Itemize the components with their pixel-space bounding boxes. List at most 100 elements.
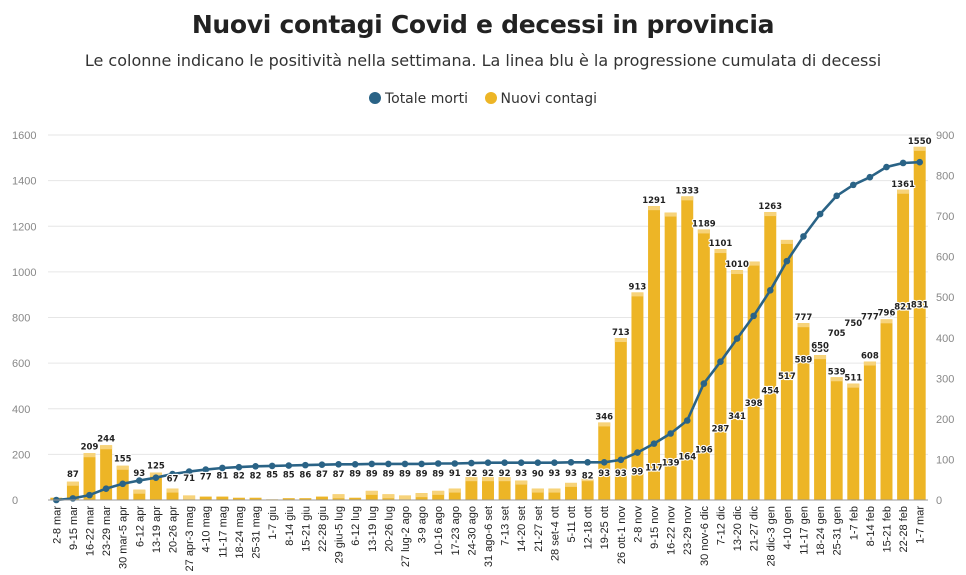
legend-item-totale-morti[interactable]: Totale morti [368,91,468,107]
legend: Totale morti Nuovi contagi [0,91,966,107]
bar-top [731,270,744,275]
line-data-label: 705 [828,329,846,339]
bar-top [83,453,96,458]
line-data-label: 196 [695,445,713,455]
bar [631,292,644,500]
line-data-label: 67 [167,475,179,485]
line-data-label: 398 [745,399,763,409]
bar [581,477,594,500]
bar [648,206,661,501]
x-tick-label: 25-31 gen [832,506,844,556]
x-tick-label: 22-28 feb [898,506,910,552]
bar-top [664,212,677,217]
bar-top [863,361,876,366]
x-tick-label: 18-24 mag [234,506,246,559]
deaths-point [899,159,907,167]
bar [880,319,893,500]
bar-top [598,422,611,427]
deaths-point [700,380,708,387]
deaths-point [401,460,409,468]
y-right-tick-label: 700 [936,211,954,223]
line-data-label: 93 [548,469,560,479]
chart-title: Nuovi contagi Covid e decessi in provinc… [191,10,775,39]
deaths-point [219,464,226,472]
bar-data-label: 511 [844,374,862,384]
bar-top [814,355,827,360]
x-tick-label: 10-16 ago [433,506,445,556]
x-tick-label: 7-13 set [500,506,512,546]
line-data-label: 93 [565,469,577,479]
deaths-point [916,158,923,166]
deaths-point [650,440,658,447]
bar-top [581,477,594,482]
bar-data-label: 1550 [908,137,932,147]
deaths-point [385,460,392,468]
x-tick-label: 24-30 ago [466,506,478,556]
x-tick-label: 13-20 dic [732,506,744,552]
line-data-label: 831 [911,300,929,310]
y-right-tick-label: 500 [936,292,954,304]
bar-top [565,482,577,487]
deaths-point [335,461,342,468]
deaths-point [302,461,309,469]
bar [830,377,843,500]
bar-top [133,489,146,494]
deaths-point [733,335,741,342]
line-data-label: 82 [582,471,594,481]
deaths-point [152,474,160,481]
bar [448,488,461,500]
line-data-label: 93 [133,469,145,479]
line-data-label: 287 [712,425,730,435]
axis-layer: 0 200 400 600 800 1000 1200 1400 1600 0 100 200 300 4… [12,130,954,571]
bar-top [448,488,461,493]
bar [515,480,528,500]
deaths-point [202,466,210,473]
line-data-label: 91 [449,469,461,479]
labels-layer: 3467139131291133311891101101012637776365… [66,136,933,486]
bar [498,477,511,500]
line-data-label: 93 [515,469,527,479]
x-tick-label: 27 apr-3 mag [184,506,196,571]
deaths-point [169,470,176,478]
line-data-label: 589 [795,356,813,366]
line-data-label: 796 [878,308,896,318]
bar-data-label: 1189 [692,219,716,229]
bar [83,453,96,500]
y-right-tick-label: 200 [936,414,954,426]
x-tick-label: 21-27 dic [749,506,761,552]
bar-top [432,490,445,495]
legend-label-nuovi-contagi: Nuovi contagi [500,91,598,107]
bar-top [482,477,494,482]
bar [531,488,544,500]
x-tick-label: 13-19 apr [151,506,163,553]
y-right-tick-label: 900 [936,130,954,142]
x-tick-label: 11-17 mag [217,506,229,558]
y-right-tick-label: 600 [936,252,954,264]
x-tick-label: 1-7 giu [267,506,279,540]
line-data-label: 81 [216,472,228,482]
line-data-label: 750 [844,319,862,329]
bar-data-label: 1361 [891,180,915,190]
deaths-point [368,460,376,468]
line-data-label: 99 [632,467,644,477]
bar-top [697,229,710,234]
bar [565,482,577,500]
x-tick-label: 14-20 set [516,506,528,552]
bar [282,498,295,500]
bar-top [714,249,727,254]
line-data-label: 71 [183,474,195,484]
deaths-point [102,485,110,492]
line-data-label: 82 [250,471,262,481]
bar-top [415,493,428,498]
bar [149,472,162,500]
x-tick-label: 21-27 set [533,506,545,552]
bar-top [116,465,129,470]
bar [897,189,910,500]
deaths-point [136,477,143,484]
bar [465,477,478,500]
line-data-label: 821 [894,303,912,313]
bar-data-label: 713 [612,328,630,338]
line-data-label: 517 [778,372,796,382]
legend-item-nuovi-contagi[interactable]: Nuovi contagi [484,91,598,107]
bar-top [681,196,694,201]
